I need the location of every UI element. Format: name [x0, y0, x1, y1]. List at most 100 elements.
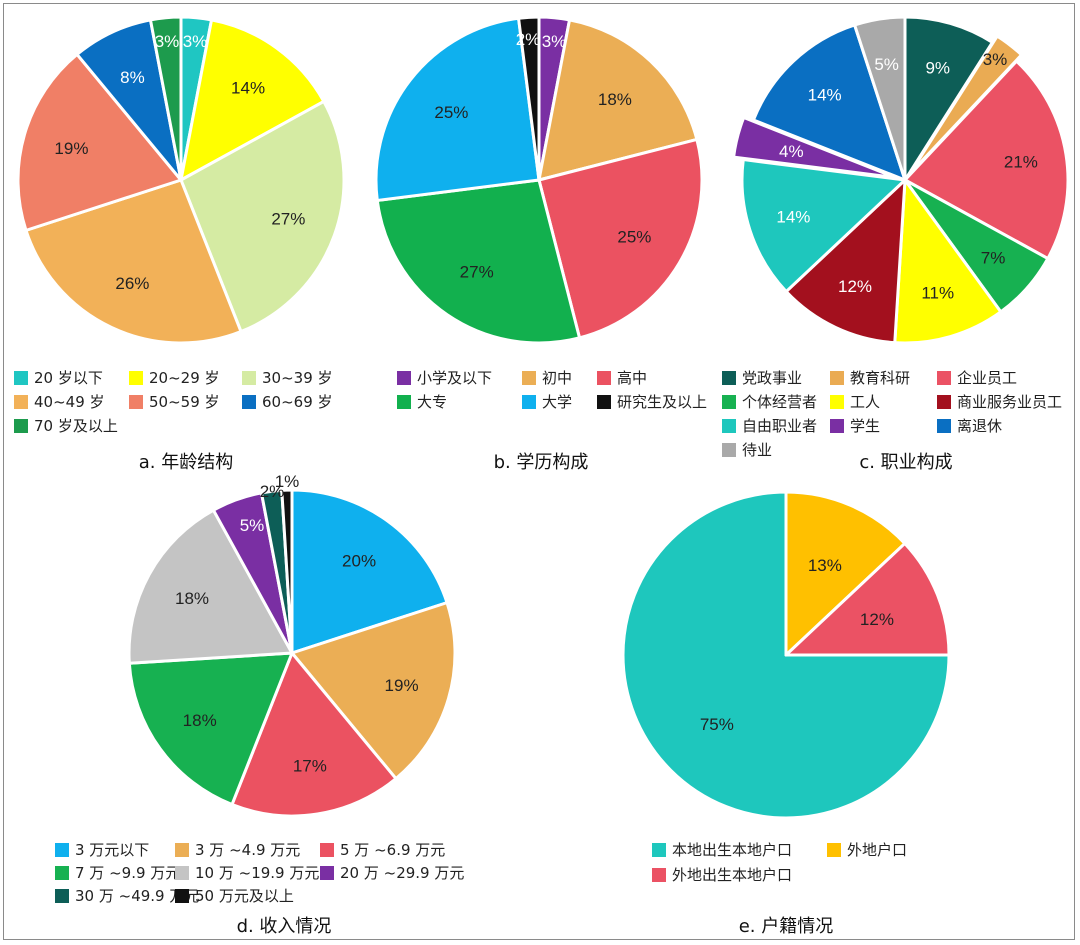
legend-swatch: [652, 843, 666, 857]
pie-b-slice-2: [537, 137, 704, 340]
pie-e-data-label-1: 13%: [808, 556, 842, 575]
legend-swatch: [14, 371, 28, 385]
pie-b-slice-3: [375, 178, 582, 345]
pie-c-slice-0: [903, 15, 994, 182]
pie-b-data-label-2: 25%: [617, 227, 651, 246]
legend-label: 3 万元以下: [75, 841, 150, 859]
legend-swatch: [722, 419, 736, 433]
pie-c-slice-5: [784, 178, 907, 345]
legend-item-c-8: 离退休: [937, 416, 1002, 436]
pie-c-data-label-6: 14%: [776, 207, 810, 226]
legend-label: 学生: [850, 417, 881, 435]
pie-c-data-label-1: 3%: [983, 50, 1008, 69]
pie-b-data-label-4: 25%: [434, 103, 468, 122]
legend-label: 商业服务业员工: [957, 393, 1063, 411]
legend-swatch: [175, 889, 189, 903]
pie-c-data-label-4: 11%: [921, 284, 954, 303]
legend-item-a-2: 30~39 岁: [242, 368, 333, 388]
figure-frame: [3, 3, 1075, 940]
legend-swatch: [129, 395, 143, 409]
pie-c-data-label-3: 7%: [981, 249, 1006, 268]
legend-label: 离退休: [957, 417, 1003, 435]
pie-b-slice-4: [374, 16, 541, 202]
legend-label: 20~29 岁: [149, 369, 220, 387]
legend-item-e-1: 外地户口: [827, 840, 907, 860]
legend-item-a-5: 60~69 岁: [242, 392, 333, 412]
legend-label: 3 万 ~4.9 万元: [195, 841, 301, 859]
legend-label: 教育科研: [850, 369, 911, 387]
legend-swatch: [652, 868, 666, 882]
legend-income: 3 万元以下 3 万 ~4.9 万元 5 万 ~6.9 万元 7 万 ~9.9 万元 1…: [55, 840, 535, 910]
pie-b-data-label-3: 27%: [460, 263, 494, 282]
legend-item-d-0: 3 万元以下: [55, 840, 149, 860]
legend-swatch: [827, 843, 841, 857]
legend-swatch: [320, 866, 334, 880]
legend-label: 待业: [742, 441, 773, 459]
legend-swatch: [597, 395, 611, 409]
legend-item-d-5: 20 万 ~29.9 万元: [320, 863, 464, 883]
pie-d-data-label-0: 20%: [342, 552, 376, 571]
pie-e-slice-0: [621, 490, 951, 820]
legend-label: 研究生及以上: [617, 393, 708, 411]
pie-d-slice-3: [127, 651, 294, 807]
legend-label: 50~59 岁: [149, 393, 220, 411]
pie-a-data-label-4: 19%: [54, 139, 88, 158]
pie-a-data-label-3: 26%: [115, 274, 149, 293]
legend-label: 小学及以下: [417, 369, 493, 387]
legend-item-a-1: 20~29 岁: [129, 368, 220, 388]
legend-swatch: [55, 843, 69, 857]
legend-item-c-9: 待业: [722, 440, 772, 460]
pie-d-slice-4: [127, 508, 294, 665]
legend-item-b-0: 小学及以下: [397, 368, 492, 388]
pie-d-data-label-1: 19%: [385, 676, 419, 695]
legend-swatch: [722, 395, 736, 409]
pie-d-slice-7: [280, 488, 294, 655]
legend-household: 本地出生本地户口 外地户口 外地出生本地户口: [652, 840, 1052, 890]
pie-c-slice-4: [893, 178, 1003, 345]
legend-item-b-1: 初中: [522, 368, 572, 388]
legend-label: 7 万 ~9.9 万元: [75, 864, 181, 882]
legend-age: 20 岁以下 20~29 岁 30~39 岁 40~49 岁 50~59 岁 60~69 …: [14, 368, 354, 438]
legend-item-a-0: 20 岁以下: [14, 368, 103, 388]
pie-c-data-label-8: 14%: [808, 85, 842, 104]
pie-b-slice-1: [537, 18, 699, 182]
pie-c-data-label-9: 5%: [874, 55, 899, 74]
legend-item-d-4: 10 万 ~19.9 万元: [175, 863, 319, 883]
legend-label: 党政事业: [742, 369, 803, 387]
legend-swatch: [129, 371, 143, 385]
pie-a-group: 3% 14% 27% 26% 19% 8% 3%: [16, 15, 346, 345]
legend-swatch: [522, 395, 536, 409]
legend-label: 大专: [417, 393, 448, 411]
pie-a-slice-1: [179, 18, 326, 182]
pie-e-group: 75% 13% 12%: [621, 490, 951, 820]
legend-item-d-1: 3 万 ~4.9 万元: [175, 840, 300, 860]
legend-item-b-3: 大专: [397, 392, 447, 412]
legend-swatch: [242, 371, 256, 385]
pie-d-group: 20% 19% 17% 18% 18% 5% 2%1%: [127, 472, 457, 818]
pie-d-slice-2: [230, 651, 398, 818]
pie-a-data-label-5: 8%: [120, 68, 145, 87]
pie-b-data-label-0: 3%: [542, 32, 567, 51]
legend-swatch: [14, 395, 28, 409]
caption-age: a. 年龄结构: [138, 452, 234, 473]
legend-label: 20 岁以下: [34, 369, 103, 387]
pie-d-data-label-5: 5%: [240, 516, 265, 535]
legend-swatch: [14, 419, 28, 433]
legend-label: 高中: [617, 369, 648, 387]
pie-d-data-label-4: 18%: [175, 589, 209, 608]
legend-item-d-2: 5 万 ~6.9 万元: [320, 840, 445, 860]
legend-item-c-4: 工人: [830, 392, 880, 412]
legend-label: 50 万元及以上: [195, 887, 294, 905]
legend-swatch: [937, 371, 951, 385]
legend-label: 30 万 ~49.9 万元: [75, 887, 200, 905]
pie-d-slice-0: [290, 488, 449, 655]
legend-label: 5 万 ~6.9 万元: [340, 841, 446, 859]
legend-label: 20 万 ~29.9 万元: [340, 864, 465, 882]
legend-label: 自由职业者: [742, 417, 818, 435]
legend-item-e-0: 本地出生本地户口: [652, 840, 792, 860]
pie-d-data-label-3: 18%: [183, 711, 217, 730]
legend-label: 60~69 岁: [262, 393, 333, 411]
legend-swatch: [722, 371, 736, 385]
pie-a-slice-2: [179, 99, 346, 334]
pie-a-data-label-2: 27%: [271, 210, 305, 229]
